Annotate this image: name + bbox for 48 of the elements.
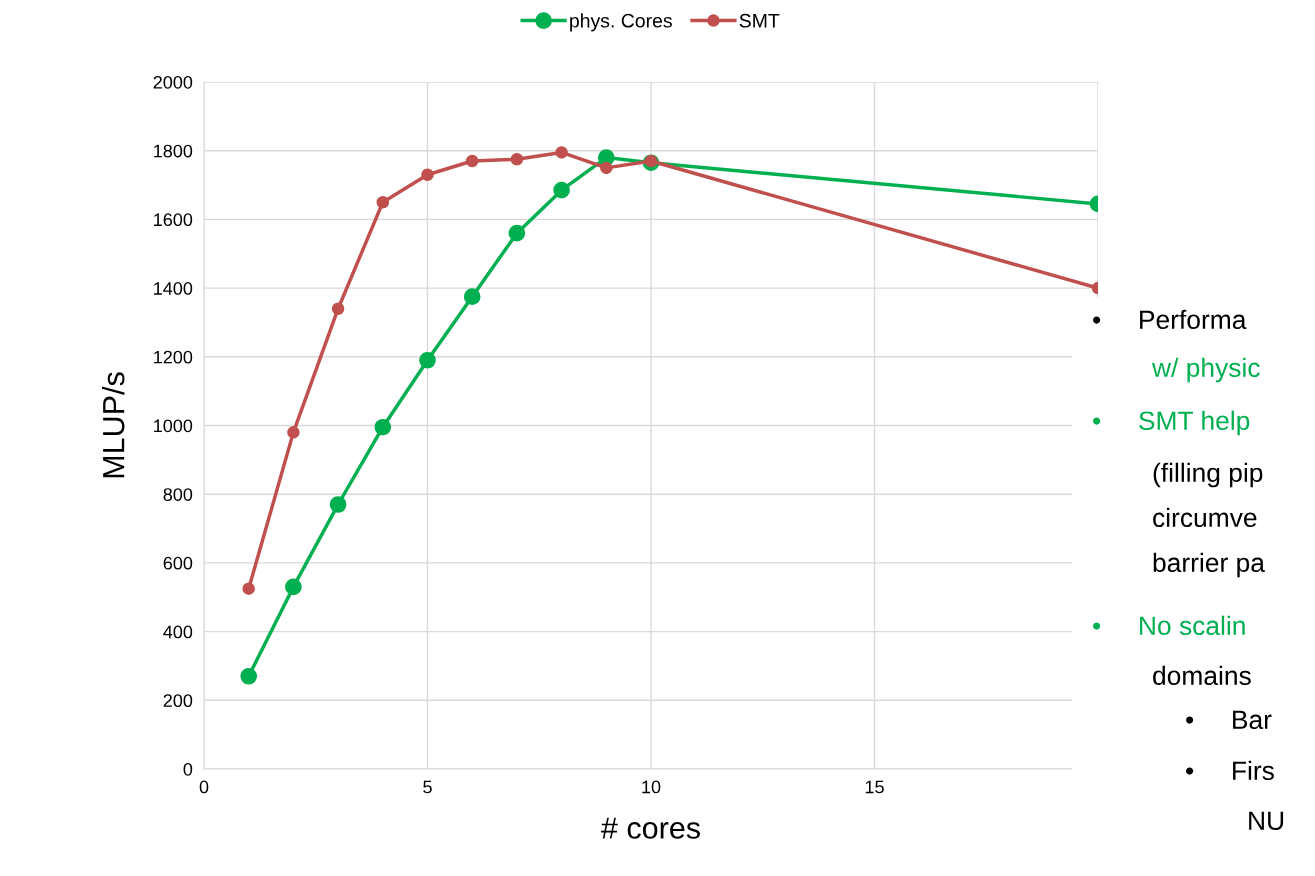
x-axis-title: # cores [601,817,700,839]
y-tick-label: 0 [183,762,193,776]
x-tick-label: 10 [642,780,661,794]
text: circumve [1153,507,1257,528]
x-tick-label: 5 [423,780,432,794]
legend-label: phys. Cores [570,13,672,32]
point [374,418,392,436]
point [463,288,481,306]
y-tick-label: 1600 [154,213,193,227]
y-tick-label: 400 [163,625,193,639]
y-tick-label: 1400 [154,282,193,295]
point [329,496,347,513]
point [465,154,479,168]
y-tick-label: 200 [163,694,193,708]
point [287,426,300,439]
text: • Bar [1186,710,1272,730]
y-axis-title: MLUP/s [102,372,125,478]
x-tick-label: 15 [865,780,884,794]
y-tick-label: 800 [163,488,193,501]
y-tick-label: 600 [163,556,193,570]
text: barrier pa [1153,552,1265,578]
text: (filling pip [1153,462,1263,488]
y-tick-label: 2000 [153,75,193,89]
point [421,168,434,181]
y-tick-label: 1800 [154,144,193,158]
annotation: • Performa [1093,309,1247,330]
legend-label: SMT [739,13,780,28]
point [240,667,258,685]
point [376,195,390,209]
point [419,351,436,369]
point [553,181,570,199]
point [644,154,658,168]
point [508,224,526,242]
annotation: • SMT help [1093,410,1250,436]
point [510,153,524,166]
y-tick-label: 1200 [154,350,193,364]
annotation: • No scalin [1093,615,1245,636]
y-tick-label: 1000 [154,419,193,433]
point [242,582,255,595]
text: • Firs [1186,760,1274,781]
point [285,578,302,596]
point [555,146,568,159]
text: NU [1249,811,1284,831]
text: w/ physic [1151,357,1260,383]
point [600,161,613,175]
text: domains [1153,665,1251,686]
x-tick-label: 0 [199,780,209,794]
point [331,302,345,315]
